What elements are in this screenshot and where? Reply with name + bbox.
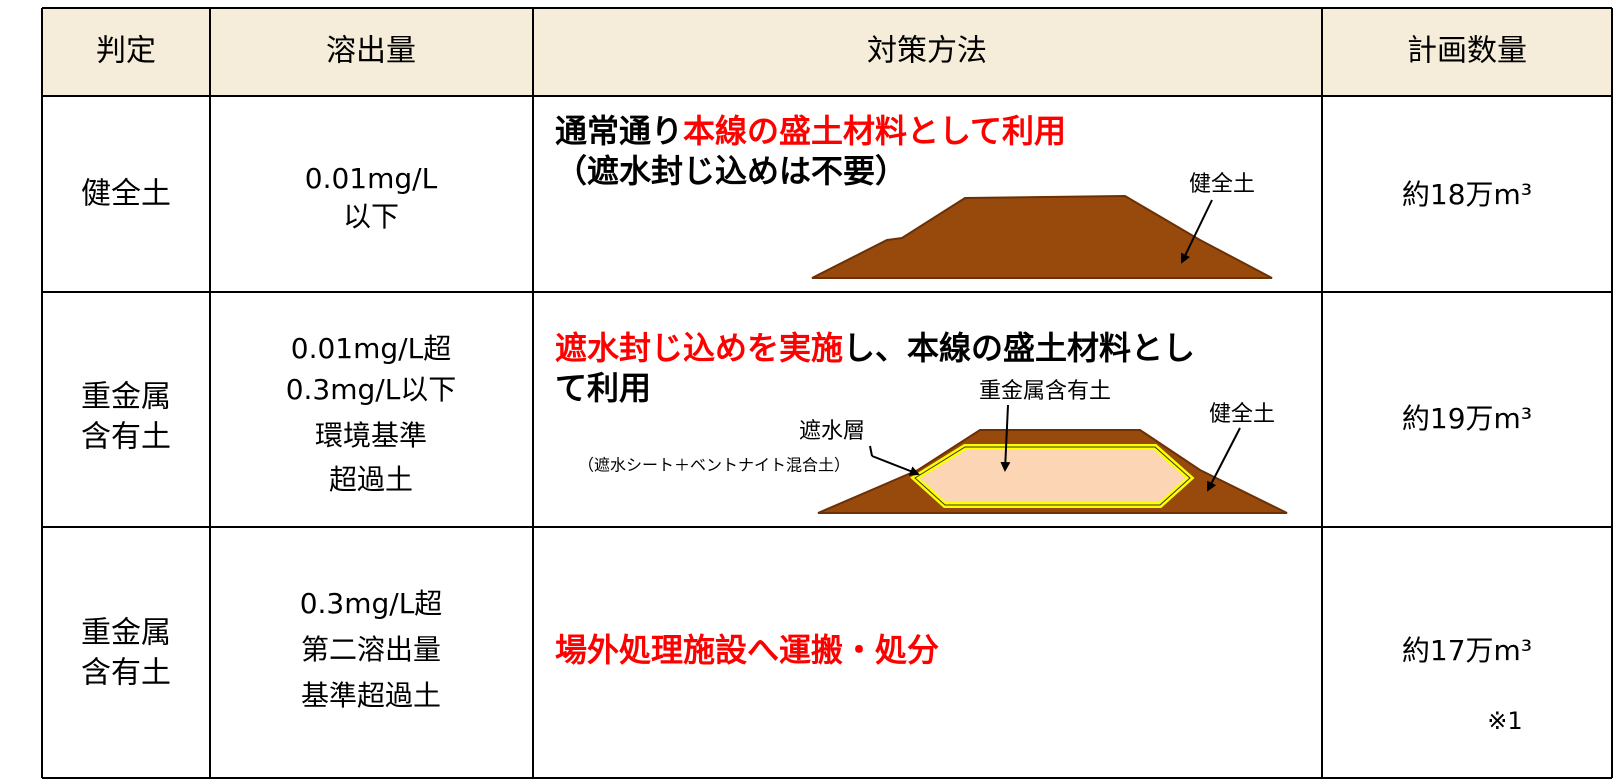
- method-text: 本線の盛土材料として利用: [683, 112, 1066, 150]
- method-text: し、本線の盛土材料とし: [843, 329, 1195, 367]
- method-text: 遮水封じ込めを実施: [555, 329, 843, 367]
- judgement: 健全土: [81, 177, 171, 212]
- leader-line: [869, 445, 873, 457]
- judgement: 重金属: [81, 380, 171, 415]
- table-grid: [41, 7, 1613, 779]
- header-cell: 溶出量: [326, 34, 416, 69]
- embankment: [811, 194, 1273, 279]
- method-text: 通常通り: [555, 112, 683, 150]
- header-cell: 計画数量: [1407, 34, 1527, 69]
- quantity: 約18万m³: [1402, 178, 1532, 211]
- judgement: 重金属: [81, 616, 171, 651]
- quantity: 約17万m³: [1402, 634, 1532, 667]
- elution: 第二溶出量: [301, 633, 441, 666]
- diagram-label: 遮水層: [799, 419, 865, 444]
- method-line: （遮水封じ込めは不要）: [555, 152, 907, 190]
- method-line: て利用: [555, 369, 651, 407]
- judgement: 含有土: [81, 420, 171, 455]
- diagram-label: （遮水シート＋ベントナイト混合土）: [578, 456, 850, 475]
- note: ※1: [1487, 707, 1522, 735]
- method-line: 遮水封じ込めを実施し、本線の盛土材料とし: [555, 329, 1195, 367]
- leader-arrow: [1000, 404, 1011, 472]
- elution: 0.3mg/L超: [300, 587, 443, 620]
- header-background: [42, 8, 1612, 96]
- method-text: 場外処理施設へ運搬・処分: [555, 631, 939, 669]
- diagram-label: 健全土: [1209, 402, 1275, 427]
- method-line: 場外処理施設へ運搬・処分: [555, 631, 939, 669]
- method-text: て利用: [555, 369, 651, 407]
- leader-arrow: [1207, 427, 1241, 492]
- quantity: 約19万m³: [1402, 402, 1532, 435]
- judgement: 含有土: [81, 656, 171, 691]
- elution: 0.01mg/L超: [291, 332, 451, 365]
- method-text: （遮水封じ込めは不要）: [555, 152, 907, 190]
- header-cell: 対策方法: [867, 34, 987, 69]
- elution: 超過土: [329, 463, 413, 496]
- elution: 0.3mg/L以下: [286, 373, 457, 406]
- contained-soil: [910, 444, 1195, 508]
- diagram-label: 健全土: [1189, 172, 1255, 197]
- leader-arrow: [871, 455, 920, 476]
- elution: 以下: [343, 200, 399, 233]
- elution: 0.01mg/L: [305, 162, 438, 195]
- liner-outline: [914, 446, 1191, 506]
- method-line: 通常通り本線の盛土材料として利用: [555, 112, 1066, 150]
- header-cell: 判定: [96, 34, 156, 69]
- diagram-label: 重金属含有土: [979, 379, 1111, 404]
- elution: 基準超過土: [301, 679, 441, 712]
- elution: 環境基準: [315, 419, 427, 452]
- leader-arrow: [1180, 199, 1213, 264]
